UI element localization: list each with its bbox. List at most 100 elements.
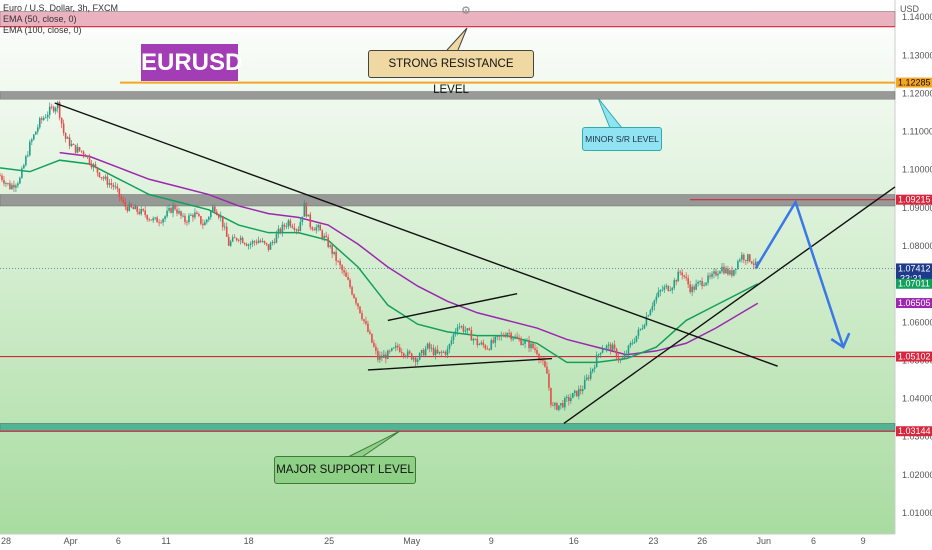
candle-body <box>295 229 298 231</box>
candle-body <box>381 355 383 358</box>
candle-body <box>623 354 626 360</box>
candle-body <box>528 340 530 349</box>
candle-body <box>70 143 73 146</box>
candle-body <box>190 214 192 216</box>
candle-body <box>373 342 375 347</box>
projection-arrowhead <box>830 332 851 349</box>
candle-body <box>35 131 37 135</box>
candle-body <box>587 377 590 379</box>
candle-body <box>233 237 236 239</box>
candle-body <box>723 266 725 274</box>
candle-body <box>671 287 674 291</box>
candle-body <box>110 183 113 185</box>
candle-body <box>255 242 258 244</box>
candle-body <box>299 222 302 232</box>
candle-body <box>369 331 371 334</box>
candle-body <box>412 357 415 360</box>
candle-body <box>156 217 158 223</box>
candle-body <box>202 223 204 226</box>
candle-body <box>731 270 733 276</box>
candle-body <box>90 163 93 168</box>
candle-body <box>438 351 441 354</box>
candle-body <box>394 345 397 348</box>
candle-body <box>130 203 133 208</box>
y-tick-label: 1.08000 <box>902 241 932 251</box>
candle-body <box>611 344 614 351</box>
candle-body <box>285 226 288 228</box>
candle-body <box>146 215 148 220</box>
candle-body <box>162 219 164 223</box>
candle-body <box>689 284 691 293</box>
candle-body <box>184 215 186 222</box>
x-tick-label: 11 <box>161 536 170 546</box>
candle-body <box>727 268 729 275</box>
y-tick-label: 1.03000 <box>902 432 932 442</box>
candle-body <box>743 254 745 260</box>
x-tick-label: 18 <box>244 536 254 546</box>
candle-body <box>733 269 735 276</box>
candle-body <box>148 219 150 221</box>
candle-body <box>548 373 550 388</box>
candle-body <box>385 354 387 359</box>
candle-body <box>490 340 493 350</box>
candle-body <box>11 184 13 190</box>
candle-body <box>627 345 630 354</box>
candle-body <box>562 403 564 408</box>
support-callout-pointer <box>347 430 401 458</box>
candle-body <box>3 179 5 184</box>
candle-body <box>739 259 741 262</box>
price-tag-label: 1.06505 <box>898 298 931 308</box>
candle-body <box>391 348 393 351</box>
candle-body <box>408 351 411 354</box>
candle-body <box>221 215 224 227</box>
candle-body <box>631 342 634 344</box>
candle-body <box>488 349 491 350</box>
candle-body <box>158 222 160 224</box>
candle-body <box>659 290 662 292</box>
candle-body <box>721 266 723 272</box>
y-tick-label: 1.11000 <box>902 127 932 137</box>
ema50-legend: EMA (50, close, 0) <box>3 14 77 24</box>
price-tag-label: 1.03144 <box>898 426 931 436</box>
x-tick-label: 16 <box>569 536 579 546</box>
price-tag-label: 1.07011 <box>898 279 930 289</box>
candle-body <box>275 234 278 243</box>
candle-body <box>329 245 331 247</box>
candle-body <box>450 340 453 344</box>
price-tag <box>896 194 932 205</box>
candle-body <box>257 240 260 244</box>
candle-body <box>663 287 666 290</box>
triangle-lower-line <box>367 357 552 371</box>
candle-body <box>245 244 248 246</box>
candle-body <box>243 242 246 245</box>
candle-body <box>400 352 403 354</box>
candle-body <box>377 350 379 360</box>
price-tag <box>896 351 932 362</box>
x-tick-label: 6 <box>116 536 121 546</box>
candle-body <box>281 224 284 233</box>
candle-body <box>313 229 316 231</box>
candle-body <box>615 348 618 358</box>
candle-body <box>697 282 699 284</box>
candle-body <box>649 310 652 316</box>
candle-body <box>267 244 270 250</box>
gear-icon[interactable]: ⚙ <box>461 5 471 17</box>
candle-body <box>259 240 262 242</box>
candle-body <box>442 351 445 353</box>
candle-body <box>393 347 395 349</box>
candle-body <box>251 241 254 244</box>
candle-body <box>365 321 367 324</box>
candle-body <box>476 338 479 346</box>
candle-body <box>416 359 419 362</box>
candle-body <box>673 280 676 288</box>
candle-body <box>33 134 35 140</box>
candle-body <box>178 211 180 214</box>
candle-body <box>448 343 451 350</box>
candle-body <box>98 172 101 178</box>
candle-body <box>410 353 413 360</box>
candle-body <box>595 355 598 368</box>
candle-body <box>560 403 562 406</box>
candle-body <box>735 268 737 270</box>
